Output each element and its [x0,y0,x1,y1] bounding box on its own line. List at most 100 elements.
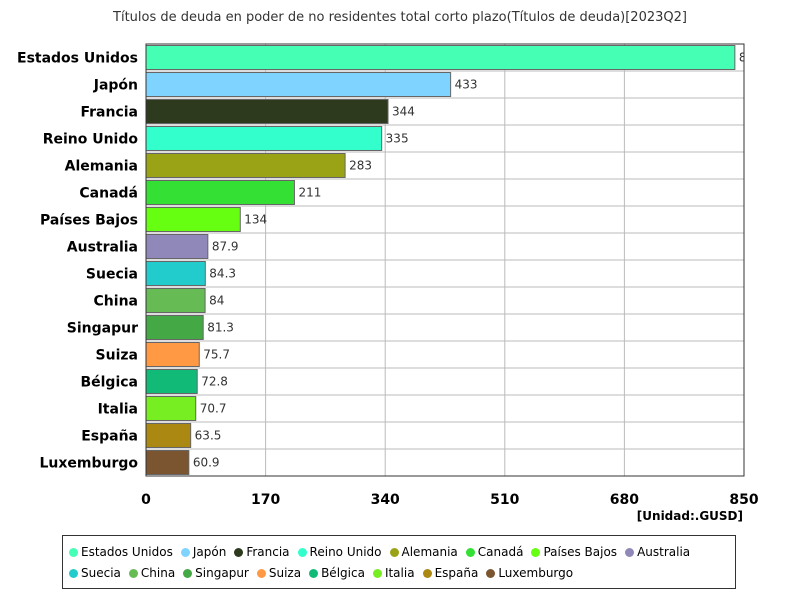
category-label: Luxemburgo [39,456,138,472]
value-label: 87.9 [212,240,239,254]
bars: 8 433 344 335 283 211 134 87.9 84.3 84 81.3 75.7 72.… [145,45,747,475]
legend-item: Suiza [256,563,302,584]
bar [145,315,204,340]
legend-item: Países Bajos [531,542,617,563]
legend-label: Países Bajos [543,545,618,559]
legend-label: Alemania [401,545,458,559]
category-label: Australia [67,240,138,256]
legend-item: Suecia [69,563,121,584]
legend-swatch [372,569,382,578]
category-label: Reino Unido [43,132,139,148]
x-axis-ticks: 0 170 340 510 680 850 [141,492,759,508]
x-tick-label: 510 [490,492,519,508]
bar [145,396,197,421]
value-label: 63.5 [195,429,222,443]
legend-swatch [234,548,244,557]
x-tick-label: 170 [251,492,280,508]
category-labels: Estados Unidos Japón Francia Reino Unido Ale… [17,51,138,472]
legend-item: Singapur [183,563,249,584]
legend-label: Singapur [195,566,249,580]
grid-lines [145,44,745,476]
value-label: 72.8 [201,375,228,389]
category-label: España [81,429,138,445]
legend: Estados Unidos Japón Francia Reino Unido Ale… [62,535,736,589]
legend-swatch [128,569,138,578]
bar [145,369,198,394]
bar [145,423,192,448]
legend-label: Suiza [268,566,302,580]
value-label: 335 [386,132,409,146]
category-label: Estados Unidos [17,51,138,67]
bar [145,288,206,313]
bar [145,153,346,178]
category-label: Japón [93,78,138,94]
value-label: 8 [739,51,747,65]
category-label: Italia [98,402,138,418]
bar [145,99,389,124]
category-label: Suecia [86,267,138,283]
category-label: Bélgica [80,375,138,391]
bar [145,207,241,232]
bar [145,342,200,367]
legend-label: Japón [192,545,227,559]
legend-swatch [256,569,266,578]
value-label: 84.3 [209,267,236,281]
legend-item: Italia [372,563,415,584]
legend-swatch [389,548,399,557]
x-tick-label: 680 [610,492,639,508]
category-label: Alemania [65,159,138,175]
legend-item: China [128,563,176,584]
value-label: 433 [455,78,478,92]
value-label: 84 [209,294,224,308]
category-label: China [94,294,138,310]
legend-swatch [180,548,190,557]
legend-swatch [465,548,475,557]
legend-item: Alemania [389,542,458,563]
value-label: 75.7 [203,348,230,362]
legend-label: Canadá [477,545,524,559]
value-label: 60.9 [193,456,220,470]
legend-swatch [422,569,432,578]
legend-label: Estados Unidos [81,545,173,559]
bar [145,261,206,286]
value-label: 70.7 [200,402,227,416]
legend-swatch [625,548,635,557]
bar [145,45,736,70]
legend-label: China [140,566,176,580]
legend-item: España [422,563,478,584]
bar [145,72,452,97]
legend-swatch [69,548,78,557]
x-tick-label: 0 [141,492,151,508]
legend-item: Luxemburgo [486,563,573,584]
legend-swatch [69,569,78,578]
legend-label: Francia [246,545,290,559]
chart-title: Títulos de deuda en poder de no resident… [113,10,687,25]
value-label: 211 [298,186,321,200]
legend-swatch [309,569,319,578]
legend-item: Australia [625,542,690,563]
legend-label: Italia [384,566,415,580]
category-label: Suiza [96,348,138,364]
category-label: Canadá [79,186,138,202]
category-label: Singapur [67,321,138,337]
bar [145,234,209,259]
legend-item: Canadá [465,542,524,563]
x-tick-label: 340 [371,492,400,508]
legend-label: Bélgica [321,566,365,580]
legend-item: Japón [180,542,227,563]
legend-swatch [531,548,541,557]
plot-frame [145,43,745,477]
bar [145,126,383,151]
legend-swatch [183,569,193,578]
legend-swatch [486,569,496,578]
legend-label: Luxemburgo [498,566,574,580]
bar [145,180,295,205]
category-label: Países Bajos [40,213,138,229]
legend-label: Reino Unido [309,545,382,559]
unit-label: [Unidad:.GUSD] [636,509,743,523]
legend-item: Bélgica [309,563,365,584]
bar [145,450,190,475]
legend-item: Francia [234,542,290,563]
value-label: 81.3 [207,321,234,335]
